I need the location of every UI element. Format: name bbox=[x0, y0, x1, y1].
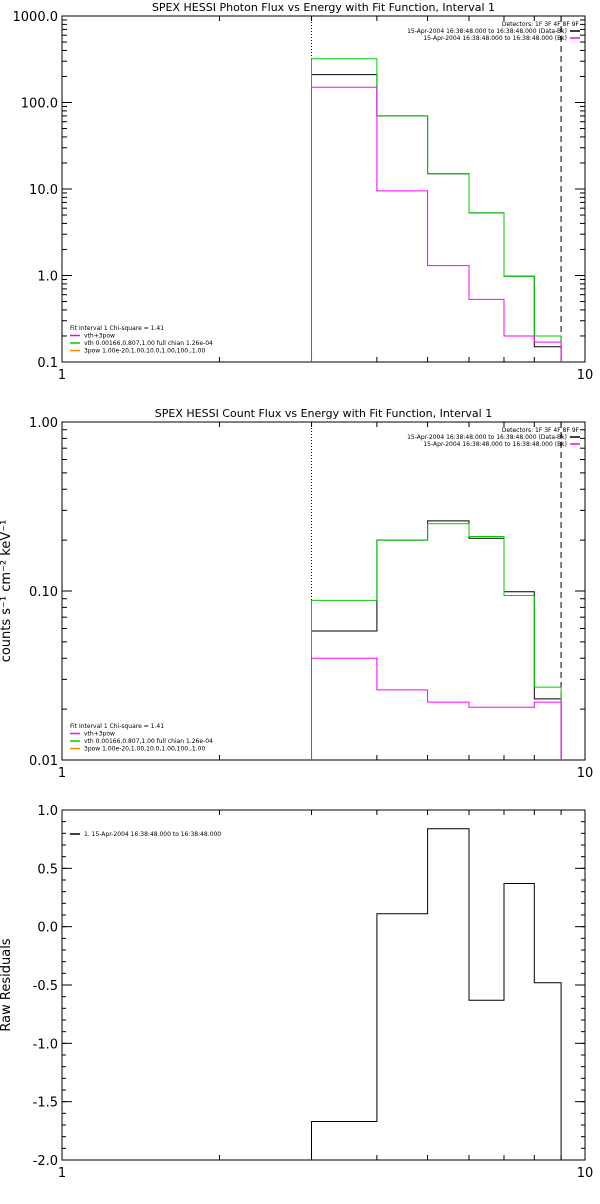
x-tick-label: 1 bbox=[58, 368, 66, 383]
legend-left-text: vth+3pow bbox=[84, 333, 115, 340]
chart-title: SPEX HESSI Photon Flux vs Energy with Fi… bbox=[152, 1, 495, 14]
y-axis-label: Raw Residuals bbox=[0, 938, 14, 1031]
series-black-histogram bbox=[311, 74, 562, 362]
legend-right-text: 15-Apr-2004 16:38:48.000 to 16:38:48.000… bbox=[407, 28, 567, 35]
legend-right-text: 15-Apr-2004 16:38:48.000 to 16:38:48.000… bbox=[423, 441, 567, 448]
y-tick-label: -1.0 bbox=[33, 1037, 58, 1052]
y-tick-label: 10.0 bbox=[29, 183, 58, 198]
legend-left-text: vth 0.00166,0.807,1.00 full chian 1.26e-… bbox=[84, 738, 213, 745]
series-green-histogram bbox=[311, 58, 562, 362]
x-tick-label: 1 bbox=[58, 766, 66, 781]
legend-left-text: 3pow 1.00e-20,1.00,10.0,1.00,100.,1.00 bbox=[84, 746, 205, 753]
chart-1: SPEX HESSI Photon Flux vs Energy with Fi… bbox=[13, 1, 594, 383]
y-tick-label: 100.0 bbox=[21, 97, 58, 112]
plot-frame bbox=[61, 809, 586, 1161]
y-tick-label: 1.0 bbox=[37, 804, 58, 819]
legend-left-text: vth+3pow bbox=[84, 731, 115, 738]
legend-left-text: 3pow 1.00e-20,1.00,10.0,1.00,100.,1.00 bbox=[84, 348, 205, 355]
legend-left-text: 1. 15-Apr-2004 16:38:48.000 to 16:38:48.… bbox=[84, 831, 221, 838]
plot-frame bbox=[61, 421, 586, 761]
series-black-histogram bbox=[311, 828, 562, 1160]
chart-title: SPEX HESSI Count Flux vs Energy with Fit… bbox=[155, 407, 492, 420]
legend-right-text: 15-Apr-2004 16:38:48.000 to 16:38:48.000… bbox=[423, 35, 567, 42]
legend-right-text: 15-Apr-2004 16:38:48.000 to 16:38:48.000… bbox=[407, 434, 567, 441]
y-tick-label: 1.00 bbox=[29, 416, 58, 431]
chart-2: SPEX HESSI Count Flux vs Energy with Fit… bbox=[0, 407, 593, 781]
y-axis-label: counts s⁻¹ cm⁻² keV⁻¹ bbox=[0, 520, 14, 663]
y-tick-label: -1.5 bbox=[33, 1096, 58, 1111]
x-tick-label: 10 bbox=[577, 766, 594, 781]
y-tick-label: 0.01 bbox=[29, 754, 58, 769]
y-tick-label: -0.5 bbox=[33, 979, 58, 994]
y-tick-label: 0.0 bbox=[37, 921, 58, 936]
x-tick-label: 10 bbox=[577, 1166, 594, 1181]
plot-frame bbox=[61, 15, 586, 363]
series-black-histogram bbox=[311, 520, 562, 760]
series-magenta-histogram bbox=[311, 86, 562, 362]
y-tick-label: -2.0 bbox=[33, 1154, 58, 1169]
legend-left-text: Fit Interval 1 Chi-square = 1.41 bbox=[70, 325, 164, 332]
legend-right-text: Detectors: 1F 3F 4F 8F 9F bbox=[502, 21, 580, 28]
chart-3: 1 10 1.0 0.5 0.0 -0.5 -1.0 -1.5 -2.0 Raw Residual… bbox=[0, 804, 593, 1181]
y-tick-label: 1000.0 bbox=[13, 10, 59, 25]
legend-left-text: Fit Interval 1 Chi-square = 1.41 bbox=[70, 723, 164, 730]
x-tick-label: 1 bbox=[58, 1166, 66, 1181]
y-tick-label: 0.5 bbox=[37, 862, 58, 877]
y-tick-label: 1.0 bbox=[37, 270, 58, 285]
y-tick-label: 0.1 bbox=[37, 356, 58, 371]
series-magenta-histogram bbox=[311, 657, 562, 760]
series-green-histogram bbox=[311, 523, 562, 760]
y-tick-label: 0.10 bbox=[29, 585, 58, 600]
x-tick-label: 10 bbox=[577, 368, 594, 383]
legend-left-text: vth 0.00166,0.807,1.00 full chian 1.26e-… bbox=[84, 340, 213, 347]
legend-right-text: Detectors: 1F 3F 4F 8F 9F bbox=[502, 427, 580, 434]
